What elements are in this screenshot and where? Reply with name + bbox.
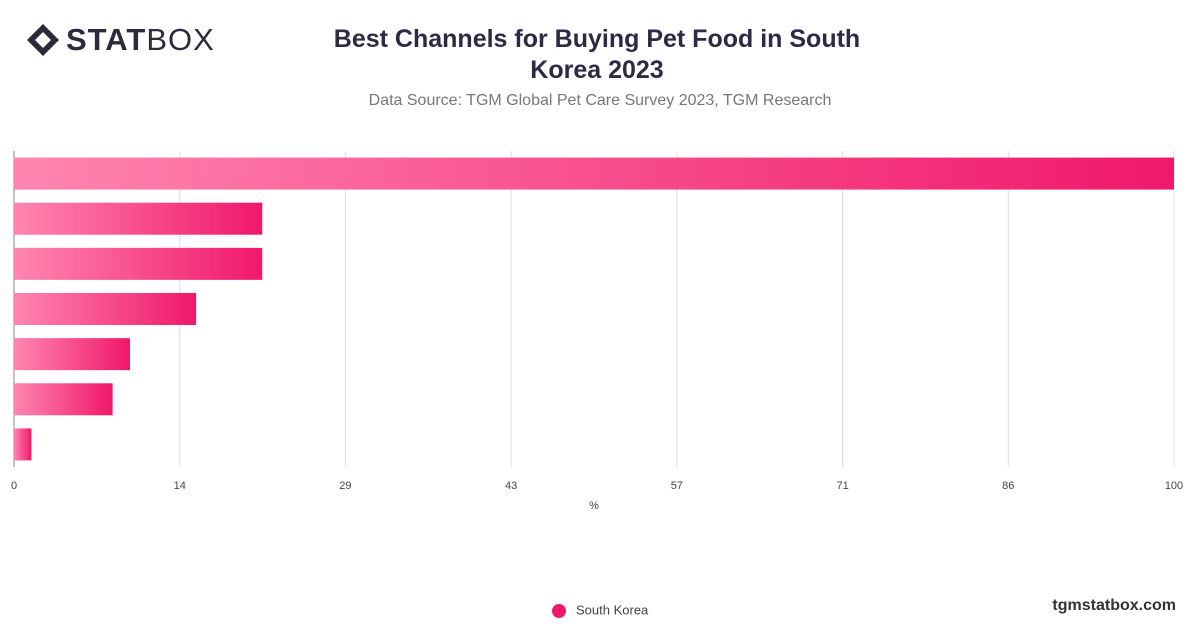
x-tick-label: 100 <box>1165 480 1183 492</box>
x-tick-label: 14 <box>174 480 186 492</box>
x-tick-label: 86 <box>1002 480 1014 492</box>
legend-label: South Korea <box>576 602 649 617</box>
chart-title: Best Channels for Buying Pet Food in Sou… <box>333 25 861 84</box>
bar <box>14 338 130 371</box>
logo-bold: STAT <box>66 22 147 57</box>
logo-light: BOX <box>146 22 215 57</box>
logo-icon <box>27 24 59 56</box>
bar <box>14 157 1174 190</box>
footer: tgmstatbox.com <box>1052 597 1176 614</box>
x-tick-label: 71 <box>836 480 848 492</box>
x-tick-label: 0 <box>11 480 17 492</box>
x-tick-label: 57 <box>671 480 683 492</box>
x-axis-label: % <box>589 500 599 512</box>
bar <box>14 202 263 235</box>
legend-marker <box>552 604 566 618</box>
x-tick-label: 29 <box>339 480 351 492</box>
x-tick-label: 43 <box>505 480 517 492</box>
bar <box>14 293 197 325</box>
bar <box>14 247 263 280</box>
bar <box>14 383 113 416</box>
logo: STAT BOX <box>26 22 215 58</box>
bar <box>14 428 32 461</box>
chart-subtitle: Data Source: TGM Global Pet Care Survey … <box>368 92 832 109</box>
